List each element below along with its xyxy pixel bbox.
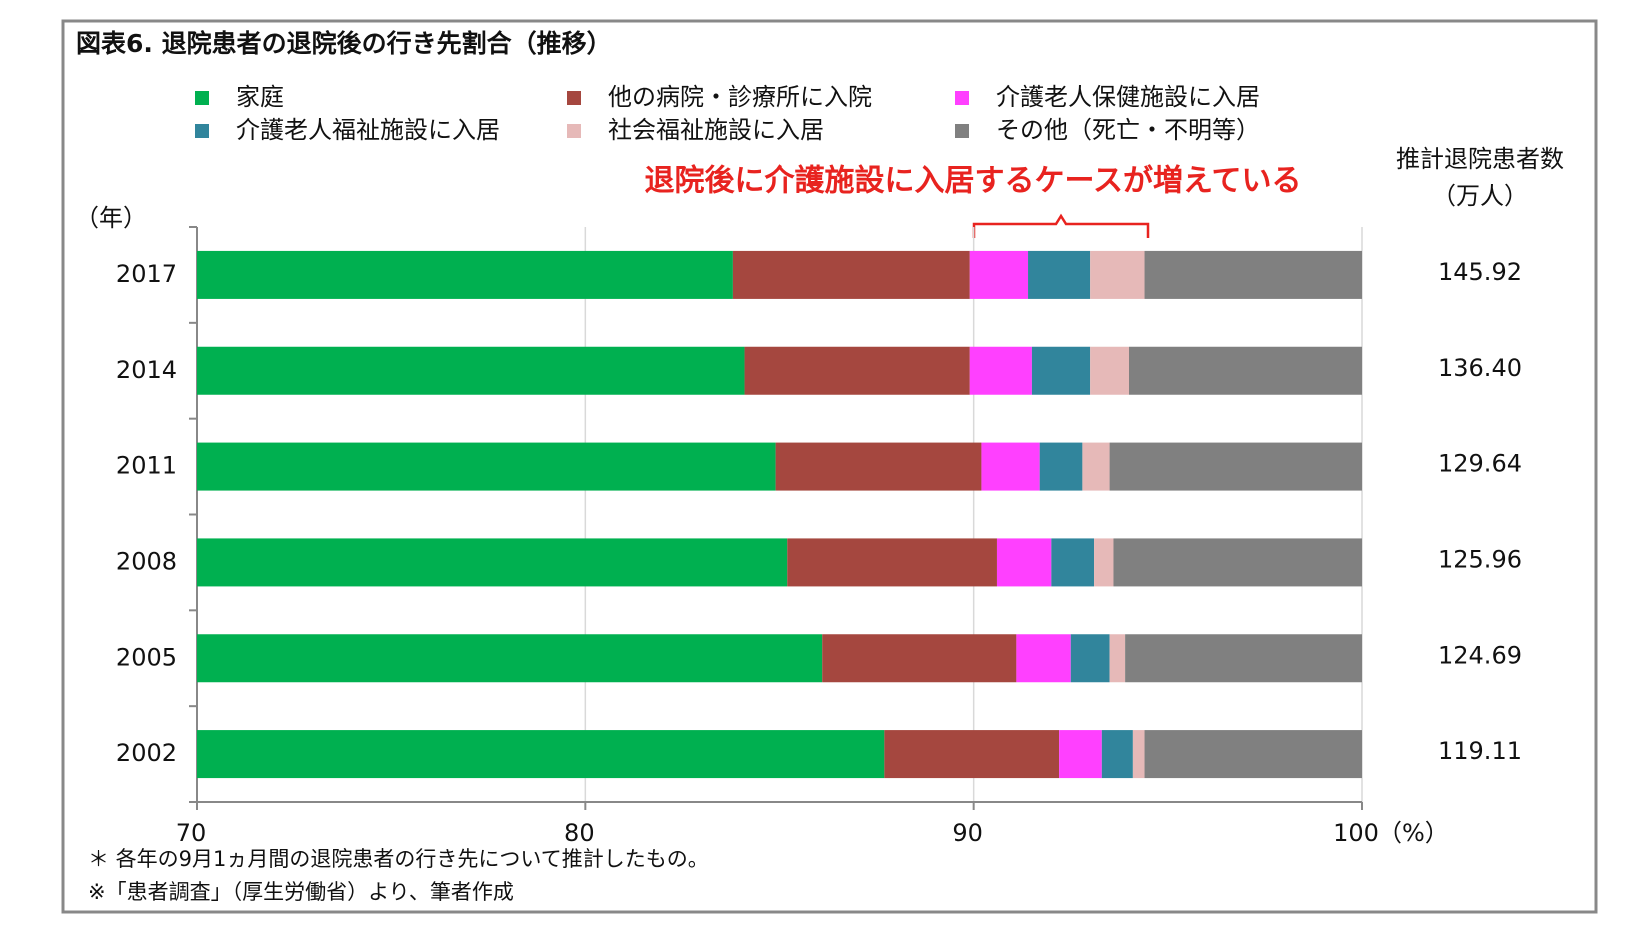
legend-swatch	[567, 91, 581, 105]
legend-swatch	[195, 91, 209, 105]
bar-segment	[969, 346, 1032, 395]
x-tick-label: 80	[564, 819, 595, 847]
bar-segment	[1144, 250, 1362, 299]
legend-swatch	[955, 124, 969, 138]
annotation-bracket	[972, 213, 1150, 238]
bar-segment	[1028, 250, 1091, 299]
legend-swatch	[567, 124, 581, 138]
annotation: 退院後に介護施設に入居するケースが増えている	[645, 164, 1302, 199]
footnote: ※「患者調査」（厚生労働省）より、筆者作成	[88, 880, 514, 904]
legend-label: 家庭	[236, 83, 284, 111]
bar-segment	[1031, 346, 1091, 395]
y-tick-label: 2017	[116, 260, 177, 288]
bar-segment	[1109, 442, 1362, 491]
bar-segment	[744, 346, 970, 395]
bar-segment	[1094, 538, 1114, 587]
bar-segment	[1090, 346, 1129, 395]
totals-title: 推計退院患者数	[1396, 145, 1564, 173]
legend-label: 社会福祉施設に入居	[608, 116, 824, 144]
y-tick-label: 2002	[116, 739, 177, 767]
bar-segment	[1082, 442, 1110, 491]
bar-segment	[969, 250, 1029, 299]
bar-segment	[981, 442, 1040, 491]
y-tick-label: 2011	[116, 452, 177, 480]
bar-segment	[1051, 538, 1095, 587]
total-label: 119.11	[1438, 737, 1522, 765]
bar-segment	[1059, 730, 1102, 779]
bar-segment	[1016, 634, 1071, 683]
bar-segment	[197, 442, 776, 491]
total-label: 136.40	[1438, 354, 1522, 382]
x-tick-label: 90	[952, 819, 983, 847]
bar-segment	[1132, 730, 1145, 779]
bar-segment	[1113, 538, 1362, 587]
legend-label: 他の病院・診療所に入院	[608, 83, 872, 111]
bar-segment	[197, 250, 733, 299]
x-tick-label: 70	[176, 819, 207, 847]
legend-label: 介護老人福祉施設に入居	[236, 116, 500, 144]
bar-segment	[1101, 730, 1133, 779]
x-unit-label: （%）	[1378, 819, 1449, 847]
bar-segment	[1109, 634, 1126, 683]
y-tick-label: 2008	[116, 547, 177, 575]
y-tick-label: 2005	[116, 643, 177, 671]
total-label: 124.69	[1438, 641, 1522, 669]
legend-label: その他（死亡・不明等）	[996, 116, 1260, 144]
bar-segment	[1070, 634, 1110, 683]
total-label: 129.64	[1438, 450, 1522, 478]
bar-segment	[996, 538, 1052, 587]
bar-segment	[1039, 442, 1083, 491]
y-axis-label: （年）	[75, 204, 147, 232]
bar-segment	[1144, 730, 1362, 779]
bar-segment	[732, 250, 970, 299]
bar-segment	[884, 730, 1060, 779]
frame	[61, 19, 1598, 914]
bar-segment	[775, 442, 982, 491]
legend-swatch	[955, 91, 969, 105]
bar-segment	[197, 538, 788, 587]
bar-segment	[197, 346, 745, 395]
chart-title: 図表6. 退院患者の退院後の行き先割合（推移）	[76, 29, 612, 58]
bar-segment	[197, 730, 885, 779]
bar-segment	[1125, 634, 1362, 683]
bar-segment	[787, 538, 997, 587]
total-label: 125.96	[1438, 545, 1522, 573]
totals-unit: （万人）	[1432, 182, 1528, 210]
bar-segment	[1090, 250, 1145, 299]
bar-segment	[822, 634, 1017, 683]
footnote: ＊ 各年の9月1ヵ月間の退院患者の行き先について推計したもの。	[88, 847, 709, 871]
total-label: 145.92	[1438, 258, 1522, 286]
bar-segment	[197, 634, 823, 683]
legend-swatch	[195, 124, 209, 138]
bar-segment	[1129, 346, 1362, 395]
legend-label: 介護老人保健施設に入居	[996, 83, 1260, 111]
y-tick-label: 2014	[116, 356, 177, 384]
x-tick-label: 100	[1333, 819, 1379, 847]
